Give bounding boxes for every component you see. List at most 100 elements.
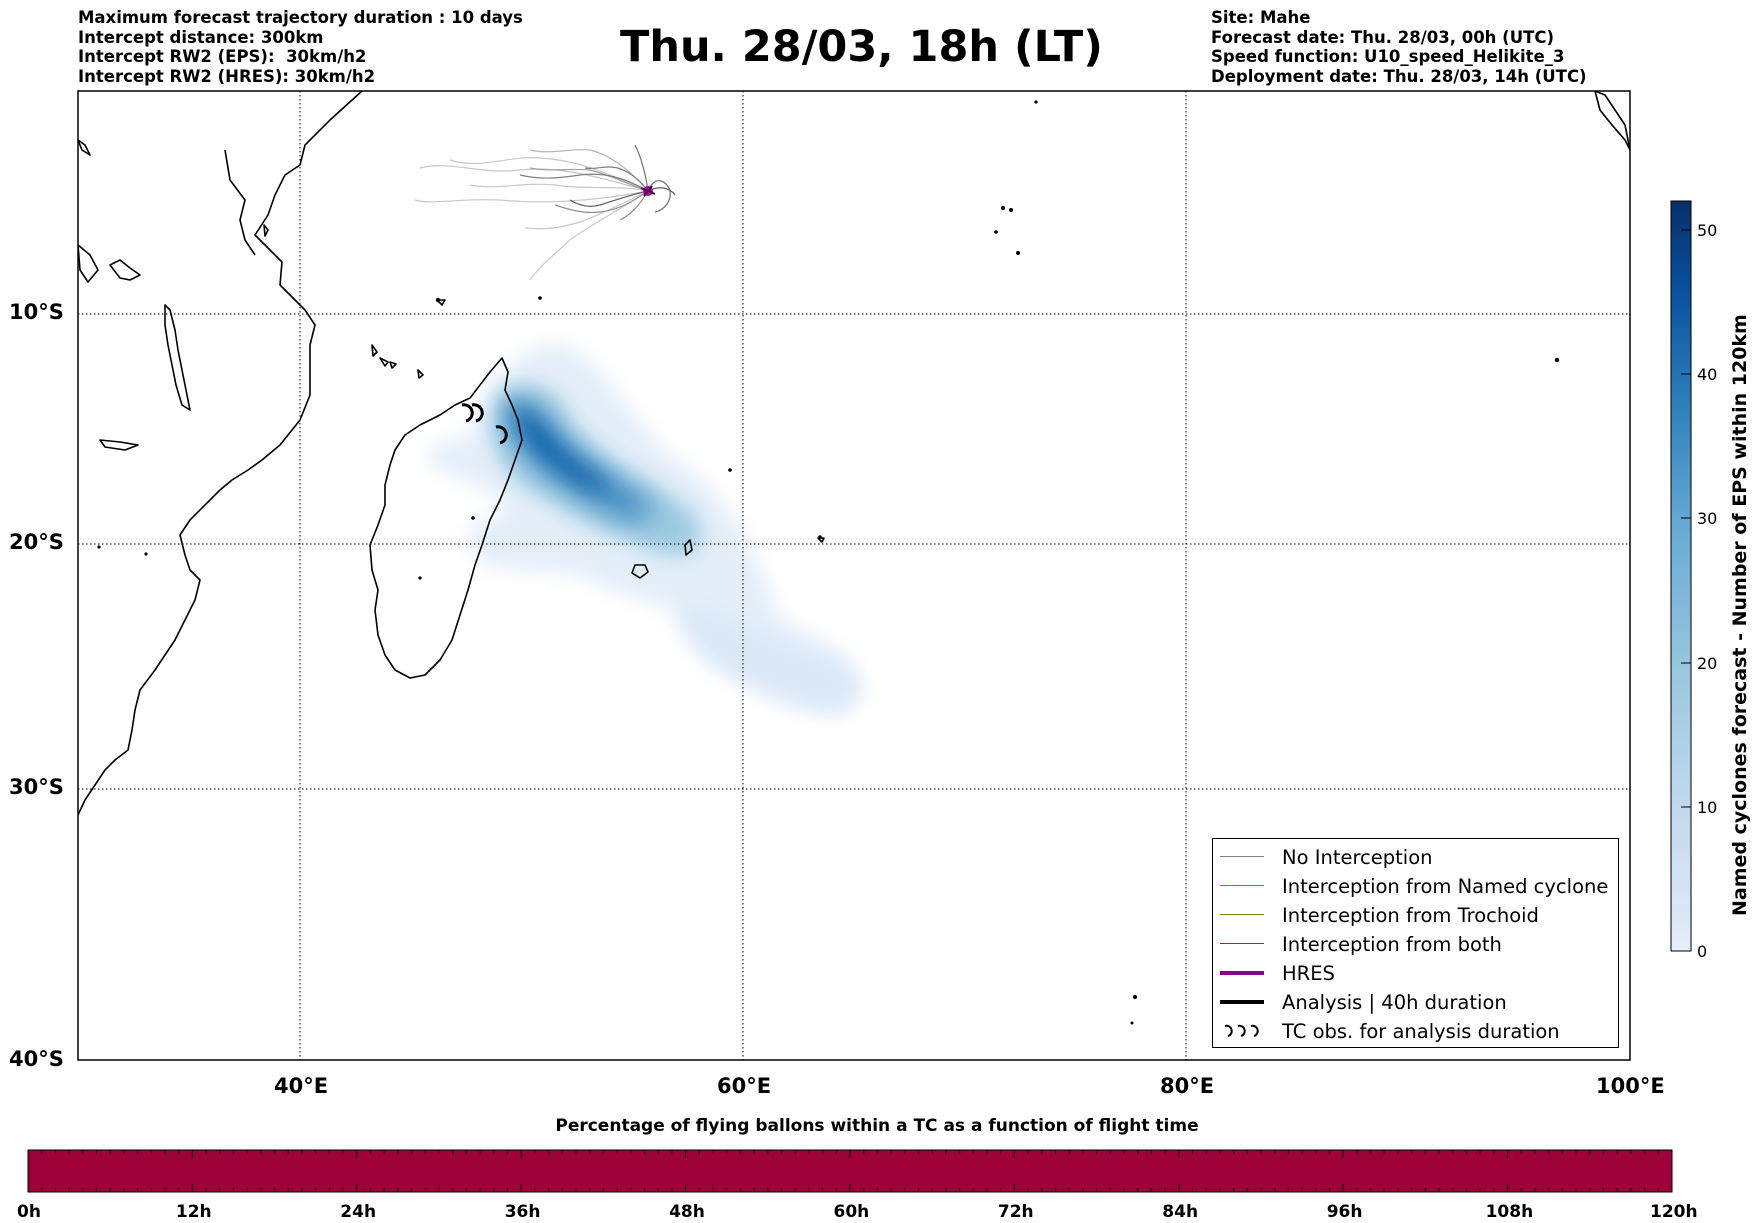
flight-bar-ticks [27,1150,1673,1192]
legend-item-named-cyclone: Interception from Named cyclone [1213,874,1608,898]
lon-label-40e: 40°E [274,1074,329,1098]
colorbar-ticks [1681,229,1691,952]
lake-west [78,244,99,283]
island-dot [1034,100,1038,104]
seychelles-1 [436,299,446,306]
colorbar [1670,200,1692,952]
legend-item-trochoid: Interception from Trochoid [1213,903,1539,927]
legend-swatch [1220,874,1264,898]
mayotte [417,369,424,379]
lon-label-80e: 80°E [1160,1074,1215,1098]
flight-bar-tick-label: 72h [997,1202,1034,1222]
forecast-date: Forecast date: Thu. 28/03, 00h (UTC) [1211,27,1555,47]
legend-label: TC obs. for analysis duration [1282,1019,1560,1043]
flight-bar-tick-label: 0h [17,1202,41,1222]
lon-label-60e: 60°E [717,1074,772,1098]
island-dot [435,297,441,303]
flight-bar-tick-label: 48h [669,1202,705,1222]
east-africa-inner [224,149,256,256]
legend-label: HRES [1282,961,1335,985]
trajectory [519,173,649,192]
map-area [78,91,1630,1025]
island-dot [1001,206,1005,210]
flight-bar-tick-label: 108h [1485,1202,1534,1222]
legend-label: No Interception [1282,845,1433,869]
flight-bar-tick-label: 12h [175,1202,212,1222]
legend-swatch [1220,932,1264,956]
legend-label: Interception from Named cyclone [1282,874,1609,898]
lake-tanganyika [164,304,191,411]
island-dot [728,468,732,472]
legend-label: Interception from Trochoid [1282,903,1539,927]
trajectory [469,183,649,192]
cyclone-symbols-icon [1220,1019,1264,1043]
island-dot [144,552,148,556]
flight-bar-tick-label: 96h [1326,1202,1363,1222]
mauritius [684,539,693,556]
colorbar-title: Named cyclones forecast - Number of EPS … [1729,314,1751,916]
colorbar-tick: 30 [1697,509,1718,528]
lake-malawi [99,439,139,451]
trajectory [584,166,649,192]
colorbar-tick: 10 [1697,798,1718,817]
lat-label-40s: 40°S [9,1047,64,1071]
site-marker [640,185,656,197]
island-dot [418,576,422,580]
site-info: Site: Mahe Forecast date: Thu. 28/03, 00… [1211,8,1587,86]
coastlines [78,91,1630,816]
lake-victoria [109,259,141,281]
cyclone-symbol [471,403,484,423]
forecast-parameters: Maximum forecast trajectory duration : 1… [78,8,523,86]
legend-swatch [1220,903,1264,927]
island-dot [538,296,542,300]
legend-label: Analysis | 40h duration [1282,990,1507,1014]
island-dot [1016,251,1020,255]
site-cross [640,185,656,197]
deployment-date: Deployment date: Thu. 28/03, 14h (UTC) [1211,66,1587,86]
madagascar-coast [369,357,523,679]
island-dot [1009,208,1013,212]
zanzibar [263,224,269,237]
graticule [78,91,1630,1060]
legend-swatch [1220,990,1264,1014]
lon-label-100e: 100°E [1596,1074,1665,1098]
site-name: Site: Mahe [1211,8,1311,27]
colorbar-tick: 50 [1697,221,1718,240]
map-title: Thu. 28/03, 18h (LT) [620,22,1103,72]
density-peak [515,410,610,491]
map-frame [77,90,1631,1061]
trajectory [414,190,649,203]
arabia-tip [78,139,91,156]
colorbar-tick: 20 [1697,654,1718,673]
legend-swatch [1220,961,1264,985]
lat-label-30s: 30°S [9,775,64,799]
legend-item-tc-obs: TC obs. for analysis duration [1213,1019,1560,1043]
comoros-2 [379,357,389,367]
comoros-3 [389,361,397,369]
flight-bar-tick-label: 36h [504,1202,541,1222]
flight-bar-tick-label: 60h [833,1202,870,1222]
island-ne [1594,91,1630,151]
trajectory [554,190,649,214]
legend-swatch [1220,845,1264,869]
island-dot [994,230,998,234]
legend-item-hres: HRES [1213,961,1335,985]
rodrigues [817,537,825,543]
lat-label-20s: 20°S [9,530,64,554]
trajectory [524,190,649,230]
island-dot [1554,357,1560,363]
trajectory [419,165,649,192]
tc-obs [461,403,508,445]
legend-item-analysis: Analysis | 40h duration [1213,990,1507,1014]
trajectory [647,180,671,213]
trajectory [529,167,649,192]
eps-trajectories [414,144,676,281]
trajectory [569,190,649,207]
comoros-1 [371,344,378,357]
param-intercept-rw2-eps: Intercept RW2 (EPS): 30km/h2 [78,47,367,66]
legend-label: Interception from both [1282,932,1502,956]
colorbar-tick: 40 [1697,365,1718,384]
trajectory [634,144,649,192]
flight-bar-tick-label: 84h [1162,1202,1199,1222]
